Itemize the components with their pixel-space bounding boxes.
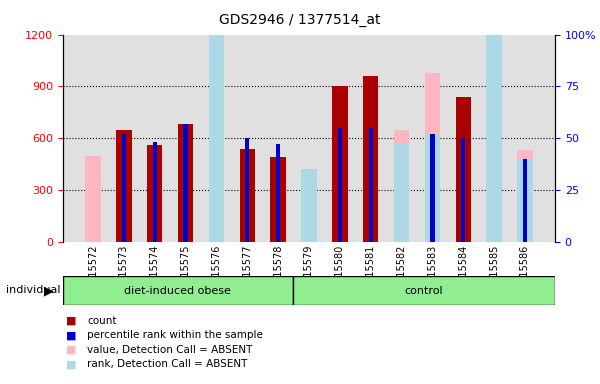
Bar [239,149,255,242]
Text: individual: individual [6,285,61,295]
Text: diet-induced obese: diet-induced obese [124,286,231,296]
Bar [517,159,533,242]
Bar [271,157,286,242]
Bar [85,156,101,242]
Bar [152,142,157,242]
Bar [430,134,434,242]
Bar [332,86,347,242]
Bar [184,124,188,242]
Bar [487,0,502,242]
Bar [209,0,224,242]
Bar [455,97,471,242]
Text: ■: ■ [66,330,77,340]
Text: control: control [404,286,443,296]
Bar [122,134,126,242]
Bar [271,168,286,242]
Bar [394,130,409,242]
Bar [178,124,193,242]
Bar [209,204,224,242]
Bar [63,276,293,305]
Bar [368,128,373,242]
Bar [301,169,317,242]
Bar [523,159,527,242]
Text: percentile rank within the sample: percentile rank within the sample [87,330,263,340]
Bar [338,128,342,242]
Bar [245,138,250,242]
Text: ▶: ▶ [44,284,53,297]
Bar [425,134,440,242]
Bar [276,144,280,242]
Bar [394,144,409,242]
Bar [301,169,317,242]
Bar [461,138,466,242]
Text: rank, Detection Call = ABSENT: rank, Detection Call = ABSENT [87,359,247,369]
Bar [363,76,379,242]
Text: ■: ■ [66,359,77,369]
Text: value, Detection Call = ABSENT: value, Detection Call = ABSENT [87,345,253,355]
Bar [517,151,533,242]
Bar [116,130,131,242]
Text: ■: ■ [66,345,77,355]
Text: ■: ■ [66,316,77,326]
Text: count: count [87,316,116,326]
Bar [425,73,440,242]
Text: GDS2946 / 1377514_at: GDS2946 / 1377514_at [219,13,381,27]
Bar [293,276,555,305]
Bar [147,145,163,242]
